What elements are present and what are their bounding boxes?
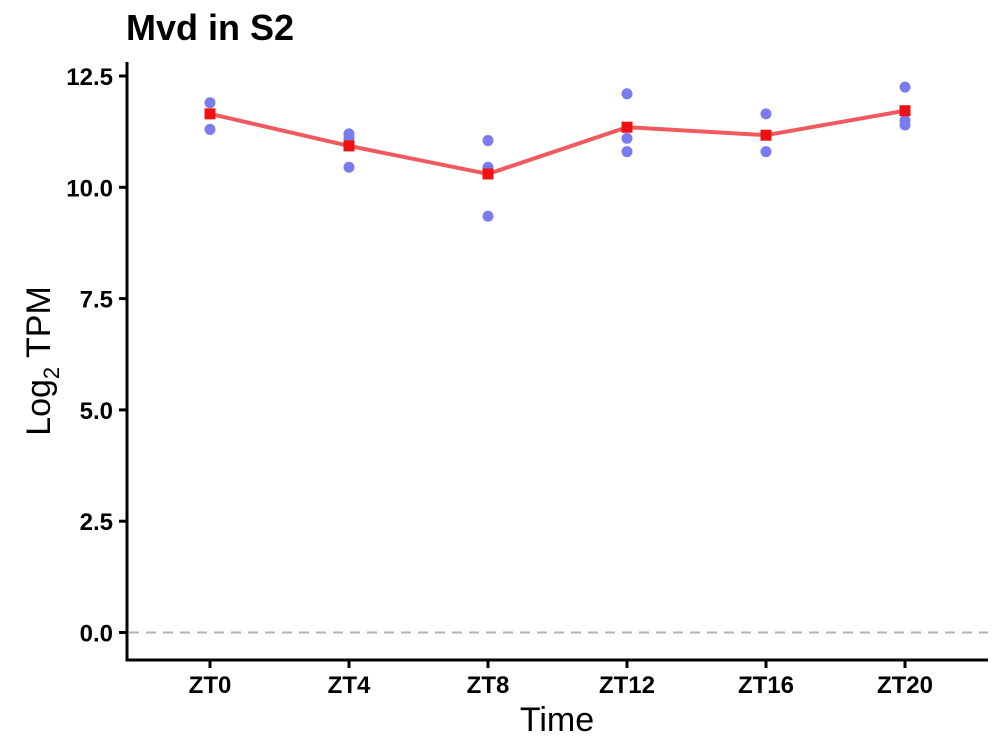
mean-marker: [343, 140, 355, 152]
replicate-point: [343, 161, 355, 173]
x-axis-title: Time: [520, 701, 594, 739]
replicate-point: [204, 123, 216, 135]
x-tick-label: ZT12: [599, 672, 655, 699]
replicate-point: [482, 210, 494, 222]
y-axis-title-base: Log: [20, 379, 58, 436]
x-tick-label: ZT20: [877, 672, 933, 699]
x-tick-label: ZT0: [189, 672, 232, 699]
y-tick-label: 10.0: [66, 175, 113, 202]
replicate-point: [621, 132, 633, 144]
x-tick-label: ZT4: [328, 672, 371, 699]
plot-area: 0.0 2.5 5.0 7.5 10.0 12.5 ZT0 ZT4 ZT8 ZT12 ZT16 ZT2…: [66, 62, 988, 699]
mean-marker: [621, 121, 633, 133]
mean-line: [209, 108, 906, 176]
replicate-point: [899, 119, 911, 131]
mean-marker: [204, 108, 216, 120]
y-tick-label: 0.0: [80, 621, 113, 648]
y-axis-title: Log2 TPM: [20, 286, 64, 436]
y-tick-label: 12.5: [66, 64, 113, 91]
svg-text:Log2 TPM: Log2 TPM: [20, 286, 64, 436]
x-tick-label: ZT16: [738, 672, 794, 699]
replicate-point: [621, 146, 633, 158]
chart-title: Mvd in S2: [126, 7, 294, 48]
y-tick-label: 7.5: [80, 287, 113, 314]
mean-marker: [482, 168, 494, 180]
replicate-point: [482, 135, 494, 147]
y-axis-title-suffix: TPM: [20, 286, 58, 367]
y-axis-title-subscript: 2: [39, 367, 64, 379]
replicate-point: [621, 88, 633, 100]
x-tick-label: ZT8: [467, 672, 510, 699]
mean-marker: [760, 129, 772, 141]
replicate-point: [899, 81, 911, 93]
y-tick-label: 2.5: [80, 509, 113, 536]
mean-marker: [899, 105, 911, 117]
replicate-point: [760, 108, 772, 120]
replicate-point: [760, 146, 772, 158]
y-tick-label: 5.0: [80, 398, 113, 425]
replicate-point: [204, 97, 216, 109]
